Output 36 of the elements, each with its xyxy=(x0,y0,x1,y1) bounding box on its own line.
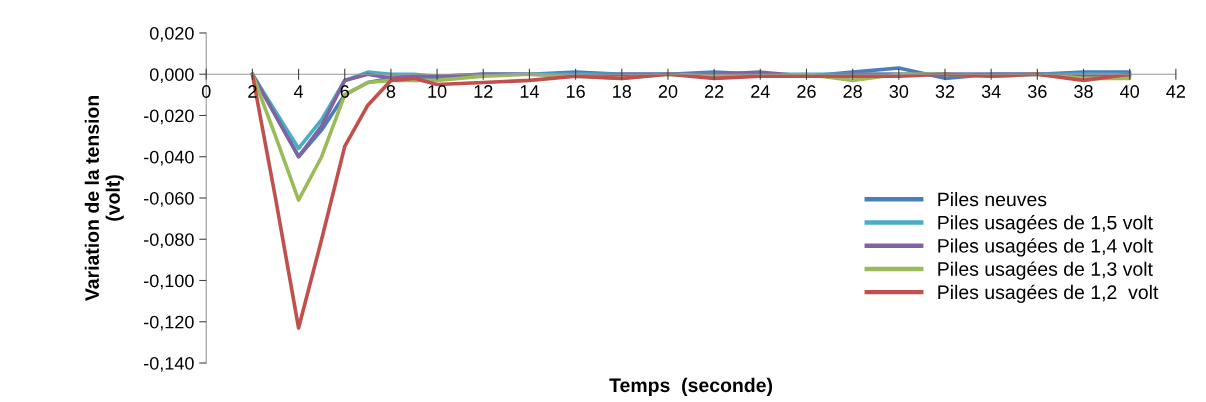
x-tick-label: 40 xyxy=(1120,85,1140,98)
y-tick-label: -0,120 xyxy=(144,315,194,331)
legend-label: Piles usagées de 1,4 volt xyxy=(938,238,1153,257)
x-tick-label: 12 xyxy=(474,85,493,98)
x-tick-label: 38 xyxy=(1074,85,1093,98)
y-tick-label: -0,100 xyxy=(144,274,194,290)
x-tick-label: 28 xyxy=(843,85,862,98)
legend-label: Piles usagées de 1,3 volt xyxy=(938,261,1153,280)
x-tick-label: 26 xyxy=(797,85,816,98)
y-tick-label: 0,020 xyxy=(149,26,194,42)
y-tick-label: -0,020 xyxy=(144,109,194,125)
legend-label: Piles neuves xyxy=(938,192,1047,207)
x-axis-title: Temps (seconde) xyxy=(609,377,773,396)
x-tick-label: 10 xyxy=(428,85,447,98)
x-tick-label: 36 xyxy=(1027,85,1047,98)
x-tick-label: 8 xyxy=(386,85,396,98)
x-tick-label: 34 xyxy=(981,85,1001,98)
x-tick-label: 22 xyxy=(704,85,724,98)
y-tick-label: -0,080 xyxy=(144,233,194,249)
x-tick-label: 24 xyxy=(751,85,770,98)
x-tick-label: 20 xyxy=(658,85,678,98)
y-tick-label: -0,140 xyxy=(144,356,194,372)
legend-label: Piles usagées de 1,2 volt xyxy=(938,284,1159,303)
x-tick-label: 14 xyxy=(520,85,539,98)
legend-label: Piles usagées de 1,5 volt xyxy=(938,214,1153,234)
x-tick-label: 42 xyxy=(1166,85,1185,98)
x-tick-label: 30 xyxy=(889,85,909,98)
x-tick-label: 16 xyxy=(566,85,585,98)
y-tick-label: 0,000 xyxy=(149,68,194,84)
x-tick-label: 32 xyxy=(935,85,955,98)
y-tick-label: -0,040 xyxy=(144,150,194,166)
y-tick-label: -0,060 xyxy=(144,191,194,207)
x-tick-label: 0 xyxy=(201,85,211,98)
x-tick-label: 4 xyxy=(293,85,304,98)
y-axis-title: Variation de la tension (volt) xyxy=(84,95,124,302)
x-tick-label: 18 xyxy=(613,85,632,98)
